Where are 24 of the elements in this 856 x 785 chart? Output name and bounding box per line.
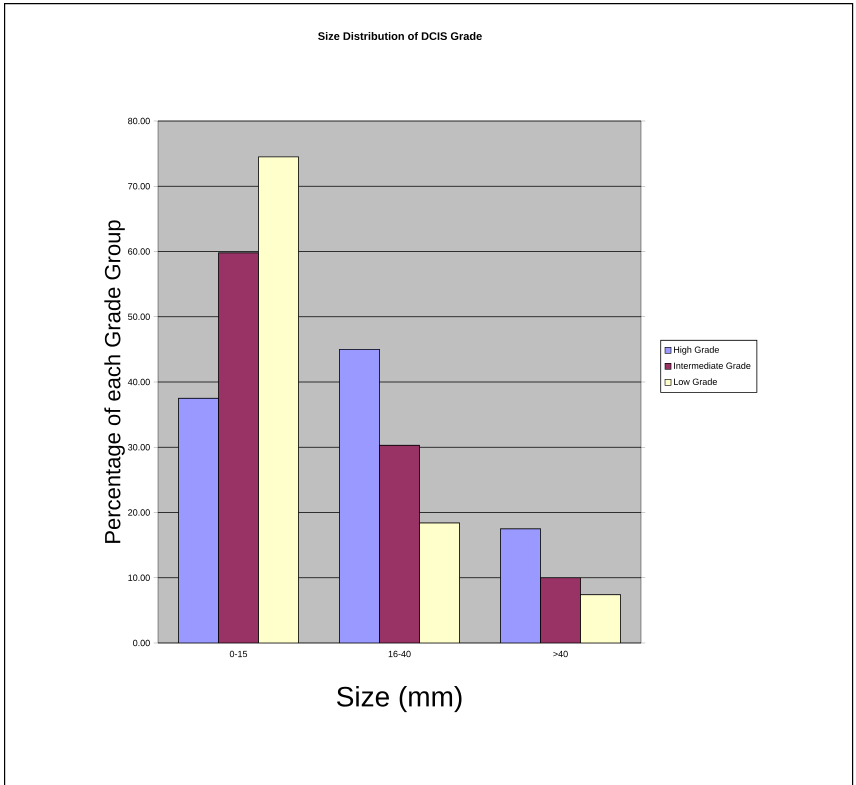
bar	[500, 528, 541, 643]
y-tick-label: 20.00	[128, 509, 150, 516]
bar	[580, 594, 621, 643]
y-tick-label: 10.00	[128, 574, 150, 581]
bar	[178, 398, 219, 643]
legend-label: Low Grade	[674, 378, 717, 385]
y-tick-label: 0.00	[133, 640, 150, 646]
y-tick-label: 80.00	[128, 118, 150, 124]
bar	[419, 522, 460, 643]
y-axis-title: Percentage of each Grade Group	[104, 220, 125, 543]
chart-title: Size Distribution of DCIS Grade	[318, 32, 482, 40]
y-tick-label: 70.00	[128, 183, 150, 190]
legend-label: High Grade	[674, 346, 719, 355]
y-tick-label: 50.00	[128, 314, 150, 320]
y-tick-label: 40.00	[128, 378, 150, 386]
legend-label: Intermediate Grade	[674, 362, 750, 369]
x-tick-label: 16-40	[388, 650, 411, 658]
bar	[339, 348, 380, 643]
x-tick-label: >40	[553, 650, 568, 658]
x-axis-title: Size (mm)	[337, 686, 462, 712]
y-tick-label: 30.00	[128, 444, 150, 450]
bar	[258, 156, 299, 643]
x-tick-label: 0-15	[230, 650, 248, 658]
y-tick-label: 60.00	[128, 248, 150, 255]
